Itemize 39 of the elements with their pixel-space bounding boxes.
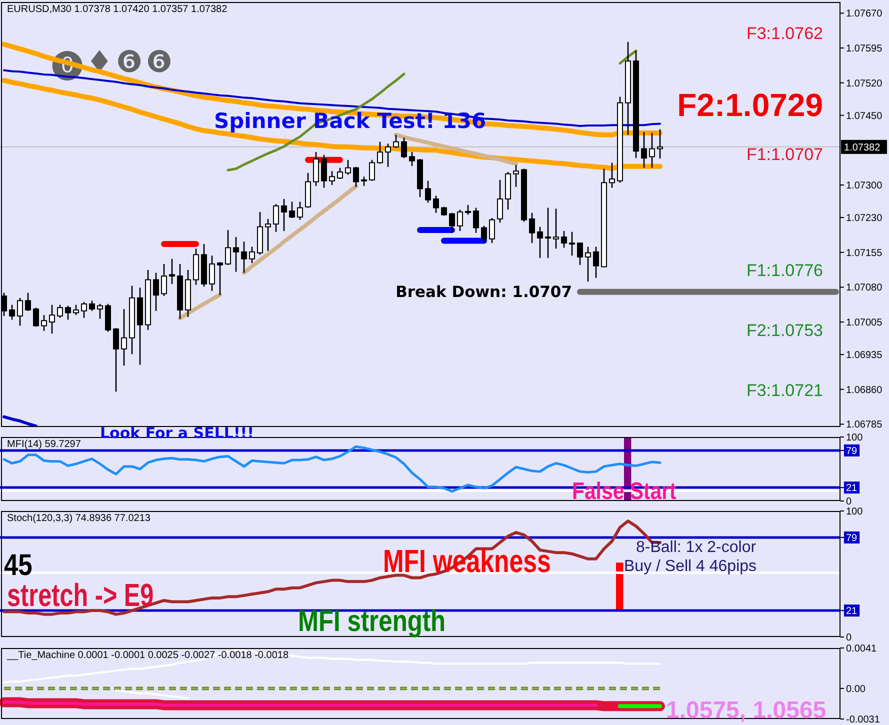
y-tick-label: 1.06935 bbox=[846, 350, 883, 362]
annotation: F3:1.0721 bbox=[746, 381, 823, 400]
chart-title: MFI(14) 59.7297 bbox=[7, 439, 81, 450]
annotation: Buy / Sell 4 46pips bbox=[624, 558, 757, 575]
y-tick-label: 79 bbox=[846, 446, 858, 457]
chart-title: __Tie_Machine 0.0001 -0.0001 0.0025 -0.0027 -0.0018 -0.0018 bbox=[7, 650, 289, 661]
annotation: F1:1.0776 bbox=[746, 261, 823, 280]
annotation: F1:1.0707 bbox=[746, 145, 823, 164]
annotation: F3:1.0762 bbox=[746, 24, 823, 43]
y-tick-label: 1.07300 bbox=[846, 180, 883, 192]
y-tick-label: 1.07450 bbox=[846, 110, 883, 122]
y-tick-label: 100 bbox=[846, 432, 864, 444]
y-tick-label: 1.06860 bbox=[846, 384, 883, 396]
y-tick-label: 0.0041 bbox=[846, 644, 878, 654]
annotation: 8-Ball: 1x 2-color bbox=[636, 539, 756, 556]
y-tick-label: 1.07230 bbox=[846, 213, 883, 224]
y-tick-label: -0.0031 bbox=[846, 714, 880, 725]
ref-line-label: 1.07382 bbox=[844, 142, 881, 154]
y-tick-label: 1.07595 bbox=[846, 43, 883, 54]
annotation: MFI strength bbox=[298, 605, 446, 638]
y-tick-label: 1.07005 bbox=[846, 318, 883, 329]
y-tick-label: 21 bbox=[846, 483, 858, 494]
chart-title: Stoch(120,3,3) 74.8936 77.0213 bbox=[7, 513, 150, 524]
y-tick-label: 0 bbox=[846, 632, 852, 644]
annotation: F2:1.0753 bbox=[746, 321, 823, 340]
annotation: 1.0575, 1.0565 bbox=[666, 697, 826, 724]
y-tick-label: 1.07670 bbox=[846, 8, 883, 20]
chart-title: EURUSD,M30 1.07378 1.07420 1.07357 1.07382 bbox=[7, 4, 228, 15]
y-tick-label: 1.07520 bbox=[846, 78, 883, 90]
series-label: Break Down: 1.0707 bbox=[396, 282, 572, 302]
y-tick-label: 100 bbox=[846, 506, 864, 518]
y-tick-label: 0.00 bbox=[846, 684, 866, 695]
y-tick-label: 79 bbox=[846, 532, 858, 544]
y-tick-label: 0 bbox=[846, 496, 852, 508]
annotation: F2:1.0729 bbox=[677, 87, 823, 123]
y-tick-label: 1.06785 bbox=[846, 420, 883, 431]
y-tick-label: 1.07080 bbox=[846, 282, 883, 294]
y-tick-label: 1.07155 bbox=[846, 248, 883, 259]
y-tick-label: 21 bbox=[846, 606, 858, 618]
